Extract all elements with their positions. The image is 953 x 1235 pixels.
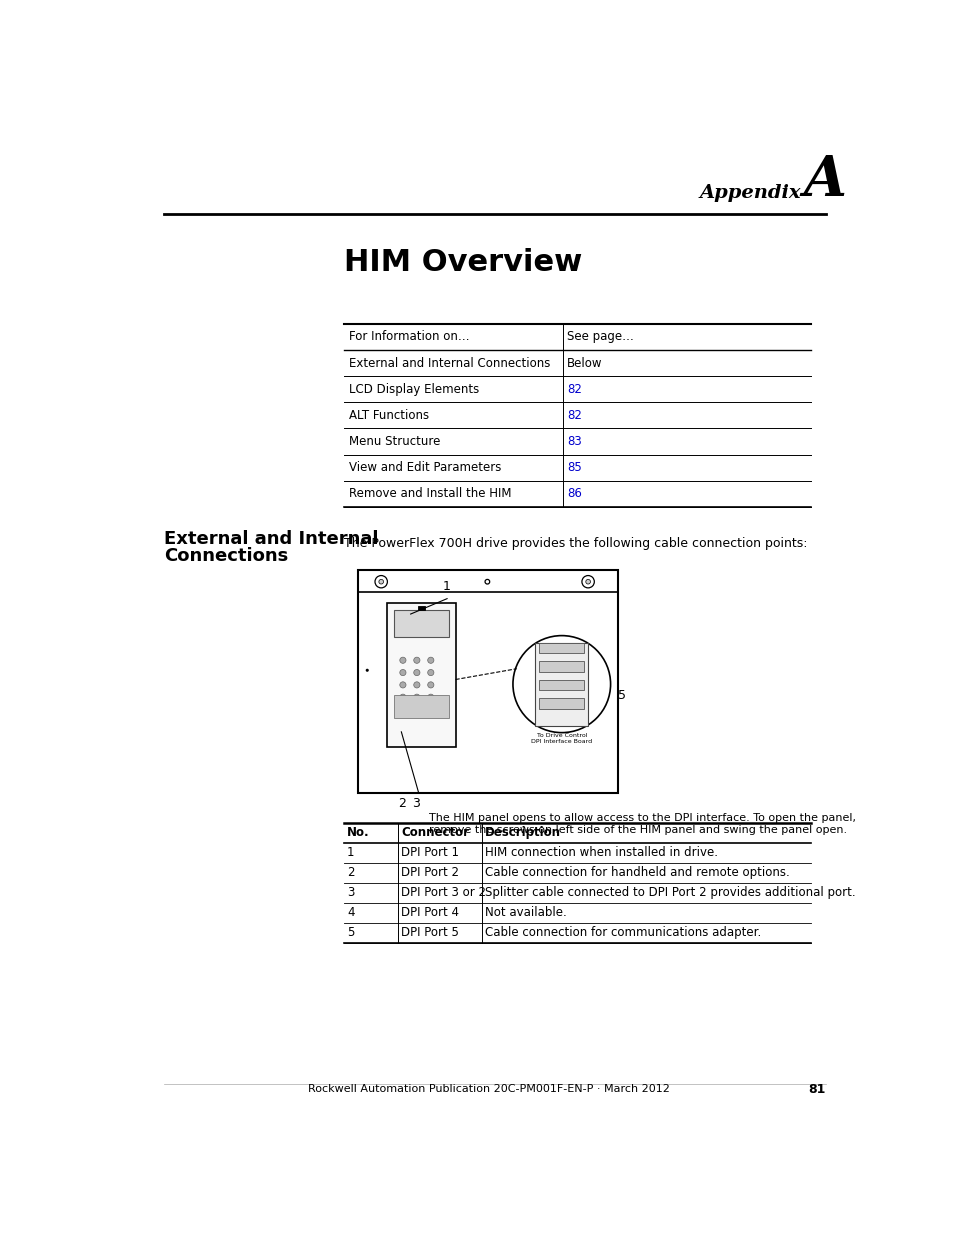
Text: ALT Functions: ALT Functions <box>348 409 428 422</box>
Text: Cable connection for communications adapter.: Cable connection for communications adap… <box>484 926 760 940</box>
Circle shape <box>365 668 369 672</box>
Text: 86: 86 <box>567 488 581 500</box>
Text: The PowerFlex 700H drive provides the following cable connection points:: The PowerFlex 700H drive provides the fo… <box>344 537 806 550</box>
Text: Rockwell Automation Publication 20C-PM001F-EN-P · March 2012: Rockwell Automation Publication 20C-PM00… <box>308 1084 669 1094</box>
Circle shape <box>399 657 406 663</box>
Text: View and Edit Parameters: View and Edit Parameters <box>348 461 500 474</box>
Text: External and Internal: External and Internal <box>164 530 378 548</box>
Text: Below: Below <box>567 357 602 369</box>
Bar <box>538 661 583 672</box>
Text: 3: 3 <box>412 798 419 810</box>
Text: DPI Port 1: DPI Port 1 <box>401 846 458 860</box>
Bar <box>394 610 448 637</box>
Text: 1: 1 <box>347 846 355 860</box>
Text: The HIM panel opens to allow access to the DPI interface. To open the panel,
rem: The HIM panel opens to allow access to t… <box>429 814 856 835</box>
Bar <box>538 679 583 690</box>
Text: 81: 81 <box>808 1083 825 1095</box>
Text: 4: 4 <box>347 906 355 919</box>
Circle shape <box>399 669 406 676</box>
Circle shape <box>427 669 434 676</box>
Text: Connections: Connections <box>164 547 288 566</box>
Text: Connector: Connector <box>401 826 469 840</box>
Bar <box>535 642 587 726</box>
Text: HIM connection when installed in drive.: HIM connection when installed in drive. <box>484 846 718 860</box>
Bar <box>387 603 456 747</box>
Text: Cable connection for handheld and remote options.: Cable connection for handheld and remote… <box>484 866 789 879</box>
Text: For Information on…: For Information on… <box>348 330 469 343</box>
Bar <box>417 605 425 610</box>
Text: No.: No. <box>347 826 370 840</box>
Text: HIM Overview: HIM Overview <box>344 248 581 277</box>
Circle shape <box>399 694 406 700</box>
Text: 83: 83 <box>567 435 581 448</box>
Text: 5: 5 <box>618 689 626 703</box>
Text: 1: 1 <box>443 580 451 593</box>
Text: DPI Port 4: DPI Port 4 <box>401 906 458 919</box>
Text: Remove and Install the HIM: Remove and Install the HIM <box>348 488 511 500</box>
Text: 2: 2 <box>347 866 355 879</box>
Circle shape <box>414 657 419 663</box>
Text: To Drive Control
DPI Interface Board: To Drive Control DPI Interface Board <box>531 734 592 745</box>
Text: 2: 2 <box>397 798 406 810</box>
Circle shape <box>427 694 434 700</box>
Circle shape <box>427 682 434 688</box>
Text: 5: 5 <box>347 926 355 940</box>
Circle shape <box>513 636 610 732</box>
Text: DPI Port 5: DPI Port 5 <box>401 926 458 940</box>
Bar <box>538 642 583 653</box>
Circle shape <box>378 579 383 584</box>
Text: DPI Port 3 or 2: DPI Port 3 or 2 <box>401 887 486 899</box>
Text: 85: 85 <box>567 461 581 474</box>
Bar <box>394 695 449 718</box>
Circle shape <box>414 694 419 700</box>
Text: LCD Display Elements: LCD Display Elements <box>348 383 478 395</box>
Text: Splitter cable connected to DPI Port 2 provides additional port.: Splitter cable connected to DPI Port 2 p… <box>484 887 855 899</box>
Text: A: A <box>802 153 845 207</box>
Text: Menu Structure: Menu Structure <box>348 435 439 448</box>
Text: External and Internal Connections: External and Internal Connections <box>348 357 550 369</box>
Circle shape <box>585 579 590 584</box>
Text: 82: 82 <box>567 409 581 422</box>
Text: See page…: See page… <box>567 330 634 343</box>
Circle shape <box>427 657 434 663</box>
Circle shape <box>399 682 406 688</box>
Circle shape <box>414 669 419 676</box>
Bar <box>357 571 617 793</box>
Circle shape <box>414 682 419 688</box>
Text: Appendix: Appendix <box>699 184 801 201</box>
Text: 3: 3 <box>347 887 355 899</box>
Text: Description: Description <box>484 826 560 840</box>
Bar <box>538 698 583 709</box>
Text: Not available.: Not available. <box>484 906 566 919</box>
Text: 82: 82 <box>567 383 581 395</box>
Text: DPI Port 2: DPI Port 2 <box>401 866 458 879</box>
